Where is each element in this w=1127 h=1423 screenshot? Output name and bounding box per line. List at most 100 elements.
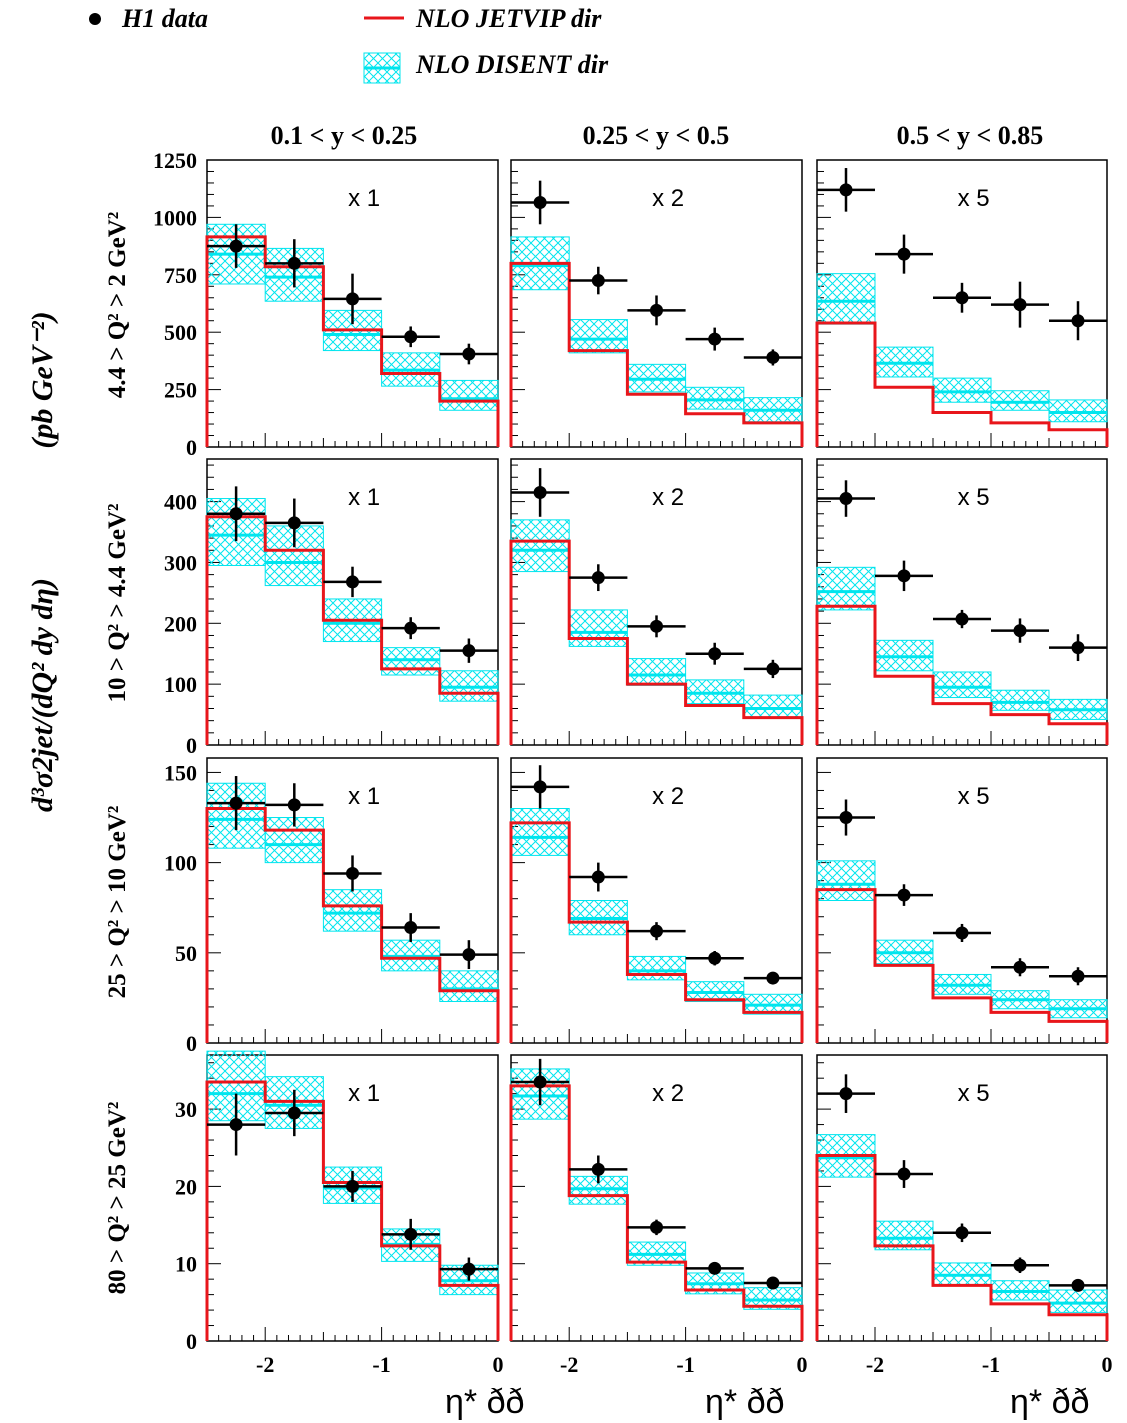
panel-r1-c2: x 5 bbox=[815, 458, 1109, 746]
x-axis-label-1: η* ðð bbox=[705, 1383, 784, 1421]
data-point bbox=[591, 274, 605, 288]
legend-data-label: H1 data bbox=[121, 4, 208, 33]
disent-band bbox=[1048, 1289, 1108, 1313]
disent-band bbox=[932, 377, 992, 403]
disent-band bbox=[322, 889, 383, 932]
legend: H1 data NLO JETVIP dir NLO DISENT dir bbox=[89, 4, 609, 84]
disent-band bbox=[685, 386, 745, 410]
x-tick-label: 0 bbox=[1102, 1352, 1113, 1377]
data-point bbox=[462, 1262, 476, 1276]
legend-disent-label: NLO DISENT dir bbox=[415, 50, 609, 79]
y-tick-label: 250 bbox=[164, 378, 197, 403]
panel-r1-c0: 0 100 200 300 400 x 1 bbox=[164, 458, 500, 758]
x-tick-label: -2 bbox=[866, 1352, 884, 1377]
data-point bbox=[708, 647, 722, 661]
y-tick-label: 200 bbox=[164, 611, 197, 636]
data-point bbox=[404, 621, 418, 635]
scale-label: x 1 bbox=[348, 185, 380, 212]
data-point bbox=[1071, 314, 1085, 328]
data-point bbox=[897, 247, 911, 261]
data-point bbox=[650, 303, 663, 317]
column-label-1: 0.25 < y < 0.5 bbox=[583, 121, 730, 150]
data-point bbox=[650, 924, 663, 938]
legend-jetvip-label: NLO JETVIP dir bbox=[415, 4, 602, 33]
data-point bbox=[839, 183, 853, 197]
data-point bbox=[591, 1162, 605, 1176]
disent-band bbox=[626, 955, 687, 981]
disent-band bbox=[816, 860, 876, 902]
disent-band bbox=[626, 658, 687, 686]
jetvip-line bbox=[205, 515, 500, 745]
data-point bbox=[708, 951, 722, 965]
data-point bbox=[897, 888, 911, 902]
panel-r1-c1: x 2 bbox=[509, 458, 804, 746]
y-axis-title: d³σ2jet/(dQ² dy dη) (pb GeV⁻²) bbox=[26, 311, 59, 812]
y-tick-label: 400 bbox=[164, 490, 197, 515]
disent-band bbox=[990, 689, 1050, 711]
data-point bbox=[591, 571, 605, 585]
x-tick-label: -2 bbox=[560, 1352, 578, 1377]
jetvip-line bbox=[205, 807, 500, 1043]
data-point bbox=[591, 870, 605, 884]
panel-r3-c0: 0 10 20 30 -2 -1 0 x 1 bbox=[175, 1050, 504, 1377]
jetvip-line bbox=[815, 321, 1109, 447]
data-point bbox=[404, 921, 418, 935]
data-point bbox=[955, 291, 969, 305]
disent-band bbox=[1048, 399, 1108, 423]
scale-label: x 2 bbox=[652, 783, 684, 810]
y-axis-label-main: d³σ2jet/(dQ² dy dη) bbox=[26, 578, 59, 812]
data-point bbox=[708, 332, 722, 346]
disent-band bbox=[816, 566, 876, 611]
data-point bbox=[462, 347, 476, 361]
data-point bbox=[1013, 960, 1027, 974]
y-tick-label: 30 bbox=[175, 1097, 197, 1122]
panel-r0-c0: 0 250 500 750 1000 1250 x 1 bbox=[153, 148, 500, 460]
jetvip-line bbox=[815, 888, 1109, 1043]
data-point bbox=[766, 971, 780, 985]
scale-label: x 1 bbox=[348, 484, 380, 511]
scale-label: x 5 bbox=[958, 185, 990, 212]
y-tick-label: 100 bbox=[164, 851, 197, 876]
legend-data-marker bbox=[89, 13, 101, 25]
row-label-0: 4.4 > Q² > 2 GeV² bbox=[104, 212, 131, 399]
panel-r2-c1: x 2 bbox=[509, 757, 804, 1044]
data-point bbox=[839, 811, 853, 825]
panel-r2-c0: 0 50 100 150 x 1 bbox=[164, 757, 500, 1056]
y-tick-label: 1250 bbox=[153, 148, 197, 173]
data-point bbox=[287, 256, 301, 270]
data-point bbox=[229, 1118, 243, 1132]
disent-band bbox=[568, 609, 628, 647]
disent-band bbox=[439, 970, 499, 1003]
panel-r2-c2: x 5 bbox=[815, 757, 1109, 1044]
x-tick-label: -2 bbox=[256, 1352, 274, 1377]
y-tick-label: 20 bbox=[175, 1174, 197, 1199]
jetvip-line bbox=[815, 604, 1109, 745]
x-tick-label: -1 bbox=[982, 1352, 1000, 1377]
scale-label: x 2 bbox=[652, 185, 684, 212]
data-point bbox=[1013, 624, 1027, 638]
disent-band bbox=[381, 647, 441, 676]
y-tick-label: 500 bbox=[164, 320, 197, 345]
data-point bbox=[1071, 1278, 1085, 1292]
jetvip-line bbox=[205, 235, 500, 447]
disent-band bbox=[932, 1262, 992, 1286]
data-point bbox=[229, 796, 243, 810]
column-label-2: 0.5 < y < 0.85 bbox=[897, 121, 1044, 150]
data-point bbox=[1013, 1258, 1027, 1272]
data-point bbox=[346, 1179, 359, 1193]
scale-label: x 5 bbox=[958, 1080, 990, 1107]
y-tick-label: 1000 bbox=[153, 205, 197, 230]
jetvip-line bbox=[509, 1084, 804, 1341]
jetvip-line bbox=[815, 1153, 1109, 1341]
data-point bbox=[287, 798, 301, 812]
data-point bbox=[897, 569, 911, 583]
disent-band bbox=[816, 273, 876, 325]
data-point bbox=[533, 1075, 547, 1089]
scale-label: x 1 bbox=[348, 783, 380, 810]
row-label-1: 10 > Q² > 4.4 GeV² bbox=[104, 503, 131, 702]
scale-label: x 5 bbox=[958, 484, 990, 511]
data-point bbox=[533, 485, 547, 499]
data-point bbox=[955, 926, 969, 940]
